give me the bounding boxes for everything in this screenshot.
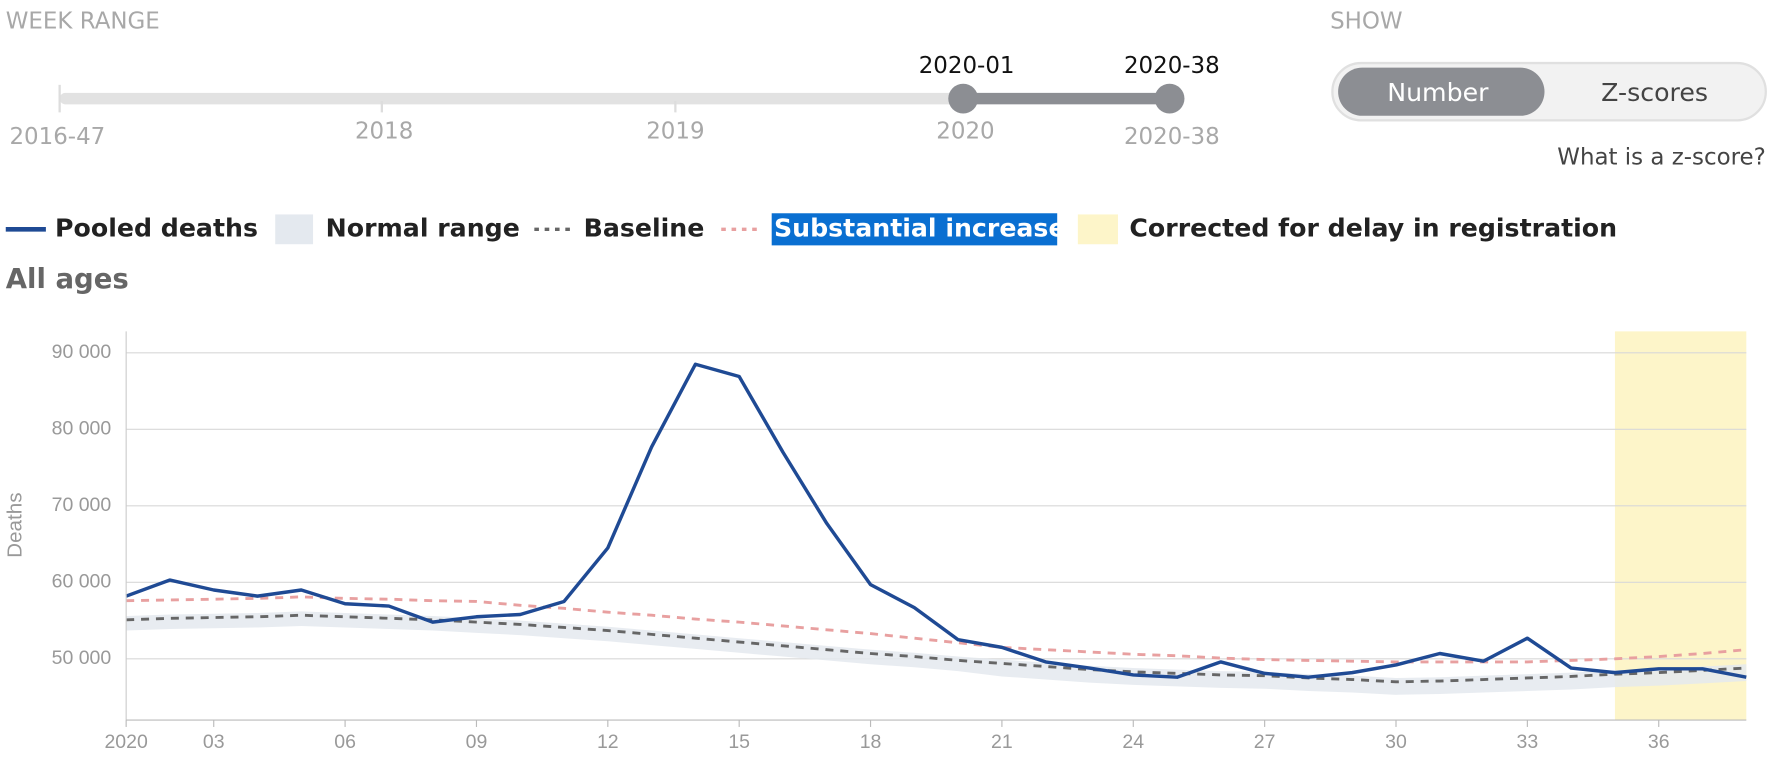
x-tick-label: 03 xyxy=(203,731,225,753)
series-line xyxy=(126,595,1747,664)
start-label: 2020-01 xyxy=(919,53,1015,79)
chart-title: All ages xyxy=(6,263,129,295)
x-tick-label: 12 xyxy=(597,731,619,753)
y-tick-label: 60 000 xyxy=(52,570,112,592)
legend-label: Pooled deaths xyxy=(55,213,258,242)
track-label: 2019 xyxy=(646,118,704,144)
week-range-title: WEEK RANGE xyxy=(6,8,160,34)
slider-selection xyxy=(963,92,1170,105)
x-tick-label: 18 xyxy=(860,731,882,753)
plot: 50 000 60 000 70 000 80 000 90 000 2020 03 06 09… xyxy=(52,331,1747,753)
help-link[interactable]: What is a z-score? xyxy=(1557,145,1766,171)
toggle-selected[interactable] xyxy=(1338,67,1545,116)
y-tick-label: 90 000 xyxy=(52,341,112,363)
legend-label: Corrected for delay in registration xyxy=(1129,213,1617,242)
legend-swatch xyxy=(1077,214,1118,245)
x-tick-label: 36 xyxy=(1648,731,1670,753)
x-tick-label: 06 xyxy=(334,731,356,753)
legend-label: Substantial increase xyxy=(774,213,1066,242)
series-line xyxy=(125,362,1747,679)
highlight-region xyxy=(1614,331,1747,721)
y-tick-label: 80 000 xyxy=(52,417,112,439)
x-tick-label: 30 xyxy=(1385,731,1407,753)
x-tick-label: 21 xyxy=(991,731,1013,753)
y-axis-label: Deaths xyxy=(4,492,27,557)
series-line xyxy=(126,613,1747,684)
toggle-option[interactable]: Number xyxy=(1387,78,1489,107)
x-tick-label: 2020 xyxy=(104,731,148,753)
track-label: 2020 xyxy=(936,118,994,144)
toggle-option[interactable]: Z-scores xyxy=(1601,78,1708,107)
end-label: 2020-38 xyxy=(1124,53,1220,79)
slider-track[interactable] xyxy=(59,92,964,105)
slider-handle-start[interactable] xyxy=(948,83,979,114)
legend-label: Normal range xyxy=(326,213,520,242)
x-tick-label: 15 xyxy=(728,731,750,753)
x-tick-label: 27 xyxy=(1254,731,1276,753)
show-title: SHOW xyxy=(1330,8,1403,34)
text-selection xyxy=(771,213,1058,246)
y-tick-label: 70 000 xyxy=(52,494,112,516)
normal-range xyxy=(126,611,1747,695)
track-label: 2018 xyxy=(355,118,413,144)
legend-label: Baseline xyxy=(584,213,705,242)
track-label: 2016-47 xyxy=(9,124,105,150)
x-tick-label: 24 xyxy=(1122,731,1144,753)
slider-handle-end[interactable] xyxy=(1154,83,1185,114)
legend-swatch xyxy=(275,214,314,245)
x-tick-label: 33 xyxy=(1517,731,1539,753)
x-tick-label: 09 xyxy=(466,731,488,753)
track-label: 2020-38 xyxy=(1124,124,1220,150)
y-tick-label: 50 000 xyxy=(52,647,112,669)
